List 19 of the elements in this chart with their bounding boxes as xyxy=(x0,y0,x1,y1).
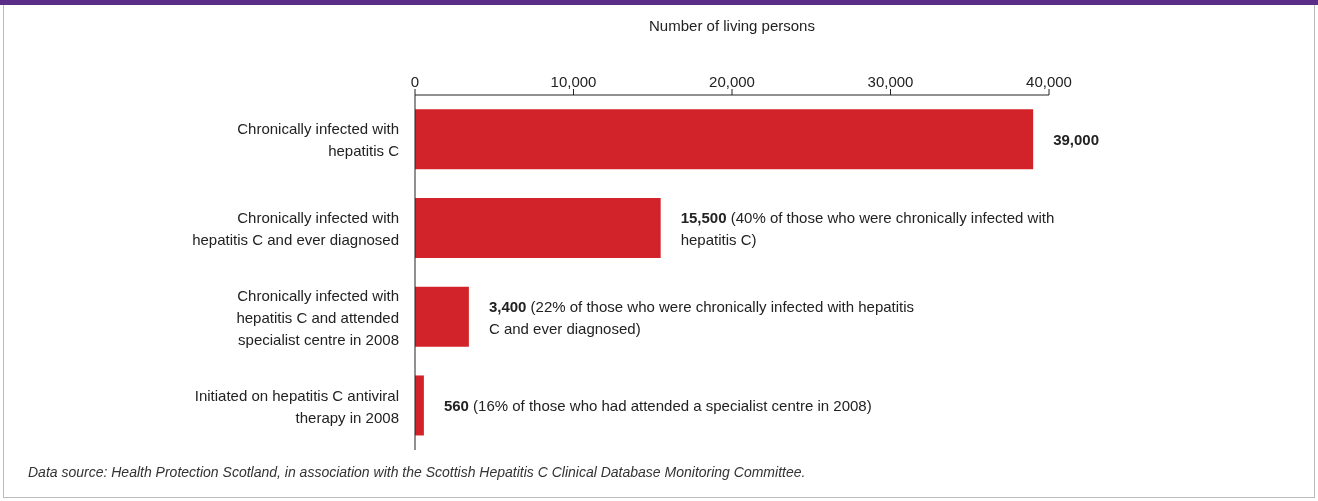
x-tick-label: 40,000 xyxy=(1026,73,1072,90)
y-tick-label: Chronically infected with hepatitis C and attended specialist centre in 2008 xyxy=(236,286,399,348)
bar xyxy=(415,286,469,347)
x-tick-label: 0 xyxy=(410,73,420,90)
data-label: 3,400 (22% of those who were chronically infected with hepatitis C and ever diagnosed) xyxy=(488,297,915,337)
data-label: 560 (16% of those who had attended a specialist centre in 2008) xyxy=(443,396,872,414)
x-axis-title: Number of living persons xyxy=(649,16,815,34)
y-tick-label: Chronically infected with hepatitis C xyxy=(237,119,400,159)
x-tick-label: 10,000 xyxy=(550,73,597,90)
y-tick-label: Chronically infected with hepatitis C and ever diagnosed xyxy=(192,208,399,248)
source-note: Data source: Health Protection Scotland, in association with the Scottish Hepatitis C Clinical Database Monitoring Committee. xyxy=(28,464,806,480)
bar xyxy=(415,197,661,258)
bar xyxy=(415,109,1034,170)
data-label: 15,500 (40% of those who were chronically infected with hepatitis C) xyxy=(680,208,1055,248)
x-tick-label: 30,000 xyxy=(867,73,914,90)
bar xyxy=(415,375,424,436)
y-tick-label: Initiated on hepatitis C antiviral therapy in 2008 xyxy=(194,386,399,426)
x-tick-label: 20,000 xyxy=(709,73,755,90)
data-label: 39,000 xyxy=(1053,130,1100,148)
